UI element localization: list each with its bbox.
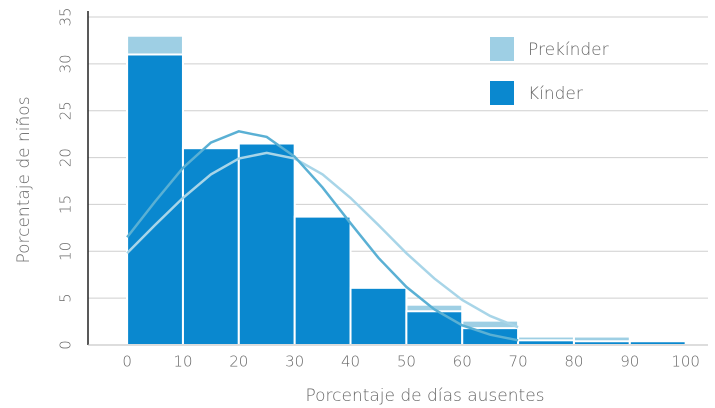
bar	[405, 310, 464, 346]
legend-swatch	[490, 37, 514, 61]
bar	[237, 142, 296, 346]
legend-label: Prekínder	[528, 40, 609, 60]
x-tick-label: 90	[620, 353, 639, 371]
y-tick-label: 25	[57, 101, 75, 120]
x-tick-label: 20	[229, 353, 248, 371]
x-tick-label: 40	[341, 353, 360, 371]
x-tick-label: 80	[564, 353, 583, 371]
fit-curve	[126, 151, 519, 329]
x-tick-label: 0	[122, 353, 132, 371]
legend-label: Kínder	[528, 84, 583, 104]
bar	[349, 286, 408, 347]
bar	[572, 340, 631, 347]
bar	[517, 339, 575, 347]
legend-swatch	[490, 81, 514, 105]
x-tick-label: 60	[453, 353, 472, 371]
x-tick-label: 10	[173, 353, 192, 371]
y-tick-label: 5	[57, 293, 75, 303]
x-tick-label: 50	[397, 353, 416, 371]
bar	[293, 215, 352, 346]
bar	[461, 327, 520, 347]
y-tick-label: 35	[57, 7, 75, 26]
y-tick-label: 0	[57, 340, 75, 350]
x-tick-label: 30	[285, 353, 304, 371]
x-tick-label: 70	[509, 353, 528, 371]
x-axis-label: Porcentaje de días ausentes	[305, 386, 544, 406]
y-tick-label: 10	[57, 242, 75, 261]
x-tick-label: 100	[671, 353, 700, 371]
bar	[628, 340, 687, 347]
y-axis-label: Porcentaje de niños	[14, 96, 34, 263]
y-tick-label: 15	[57, 195, 75, 214]
fit-curve	[126, 130, 519, 342]
y-tick-label: 20	[57, 148, 75, 167]
y-tick-label: 30	[57, 54, 75, 73]
bar	[181, 147, 240, 346]
legend: Prekínder Kínder	[490, 37, 609, 105]
